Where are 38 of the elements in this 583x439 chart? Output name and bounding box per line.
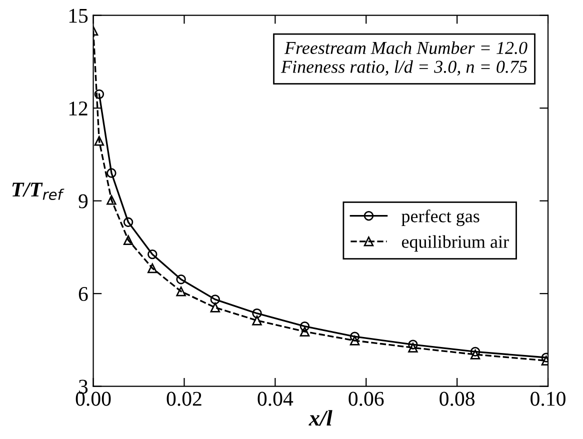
point xyxy=(252,308,262,318)
legend-label: perfect gas xyxy=(402,209,480,226)
point xyxy=(470,350,480,360)
point xyxy=(176,286,186,296)
point xyxy=(106,168,116,178)
x-tick-label: 0.02 xyxy=(166,392,202,406)
point xyxy=(408,342,418,353)
point xyxy=(300,321,310,332)
y-tick-label: 9 xyxy=(78,194,88,208)
point xyxy=(470,346,480,357)
y-tick-label: 6 xyxy=(78,287,88,302)
x-tick-label: 0.00 xyxy=(76,392,111,406)
point xyxy=(210,294,220,304)
x-axis-title: x/l xyxy=(308,410,332,426)
y-tick-label: 12 xyxy=(69,102,88,116)
x-tick-label: 0.10 xyxy=(530,392,566,406)
y-axis-title: T/T$_{ref}$ xyxy=(12,182,64,200)
x-tick-label: 0.06 xyxy=(348,392,384,406)
y-tick-label: 15 xyxy=(69,8,88,23)
point xyxy=(176,274,186,284)
point xyxy=(94,89,104,100)
x-tick-label: 0.08 xyxy=(440,392,475,406)
point xyxy=(123,235,134,245)
point xyxy=(210,302,220,312)
point xyxy=(300,326,310,336)
point xyxy=(94,136,104,146)
point xyxy=(350,336,360,346)
point xyxy=(350,332,360,342)
point xyxy=(106,195,116,205)
y-tick-label: 3 xyxy=(79,380,88,394)
point xyxy=(148,263,158,274)
point xyxy=(148,249,158,260)
point xyxy=(123,217,134,228)
point xyxy=(252,316,262,326)
point xyxy=(408,340,418,350)
legend-label: equilibrium air xyxy=(402,235,509,252)
x-tick-label: 0.04 xyxy=(258,392,294,406)
annotation: Freestream Mach Number = 12.0 Fineness ratio, l/d = 3.0, n = 0.75 xyxy=(280,41,528,76)
